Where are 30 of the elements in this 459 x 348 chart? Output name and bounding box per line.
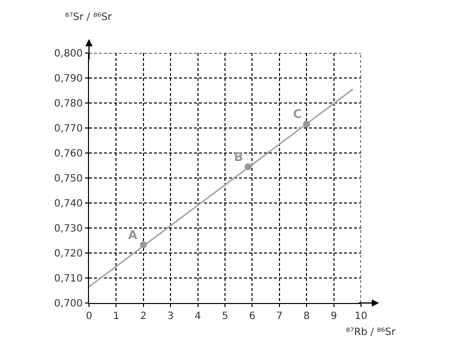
x-tick-label: 8: [303, 311, 310, 322]
x-tick-label: 10: [354, 311, 368, 322]
y-tick-label: 0,720: [54, 248, 83, 260]
x-tick-label: 1: [113, 311, 120, 322]
y-tick-label: 0,750: [54, 174, 83, 184]
y-axis-title: ⁸⁷Sr / ⁸⁶Sr: [65, 12, 113, 23]
y-tick-label: 0,780: [54, 98, 83, 110]
annotation: A: [128, 228, 138, 242]
y-tick-label: 0,770: [54, 124, 83, 134]
x-axis-title: ⁸⁷Rb / ⁸⁶Sr: [346, 327, 396, 338]
y-tick-label: 0,740: [54, 198, 83, 210]
y-tick-label: 0,730: [54, 224, 83, 234]
y-tick-label: 0,760: [54, 148, 83, 160]
annotation: C: [293, 107, 302, 121]
x-tick-label: 3: [167, 311, 174, 322]
y-tick-label: 0,800: [54, 48, 83, 60]
y-tick-label: 0,700: [54, 298, 83, 310]
x-tick-label: 2: [140, 311, 147, 322]
x-tick-label: 5: [222, 311, 228, 322]
point: [140, 241, 147, 248]
y-tick-label: 0,790: [54, 74, 83, 84]
x-tick-label: 9: [330, 311, 337, 322]
x-tick-label: 6: [249, 311, 256, 322]
y-tick-label: 0,710: [54, 274, 83, 284]
x-tick-label: 4: [194, 311, 201, 322]
point: [303, 120, 310, 128]
x-tick-label: 0: [86, 311, 92, 322]
x-tick-label: 7: [276, 311, 283, 322]
point: [244, 163, 252, 170]
annotation: B: [234, 150, 244, 164]
